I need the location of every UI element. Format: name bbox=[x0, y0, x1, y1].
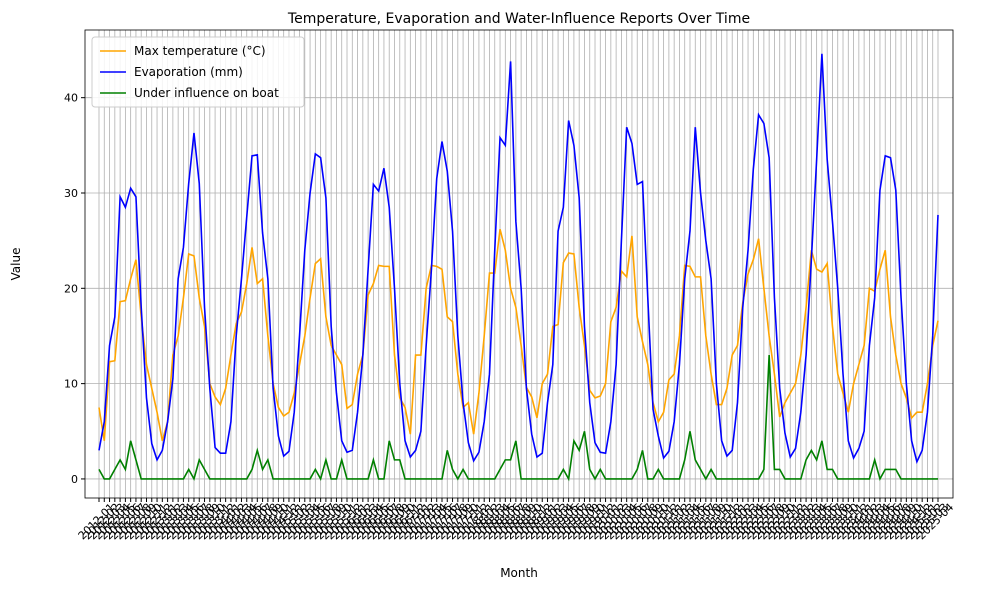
legend-label: Under influence on boat bbox=[134, 86, 279, 100]
chart-title: Temperature, Evaporation and Water-Influ… bbox=[287, 11, 750, 27]
y-tick-label: 40 bbox=[64, 92, 78, 105]
series-line bbox=[98, 229, 939, 442]
legend: Max temperature (°C) Evaporation (mm) Unde… bbox=[91, 36, 305, 108]
plot-frame bbox=[84, 29, 954, 499]
y-axis-label: Value bbox=[9, 248, 23, 281]
y-tick-label: 30 bbox=[64, 187, 78, 200]
legend-box bbox=[91, 36, 305, 108]
series-line bbox=[98, 53, 939, 465]
series-line bbox=[98, 354, 938, 482]
y-tick-label: 20 bbox=[64, 282, 78, 295]
legend-label: Max temperature (°C) bbox=[134, 44, 266, 58]
legend-label: Evaporation (mm) bbox=[134, 65, 243, 79]
y-tick-label: 0 bbox=[71, 473, 78, 486]
y-tick-label: 10 bbox=[64, 378, 78, 391]
x-axis-label: Month bbox=[500, 566, 538, 580]
